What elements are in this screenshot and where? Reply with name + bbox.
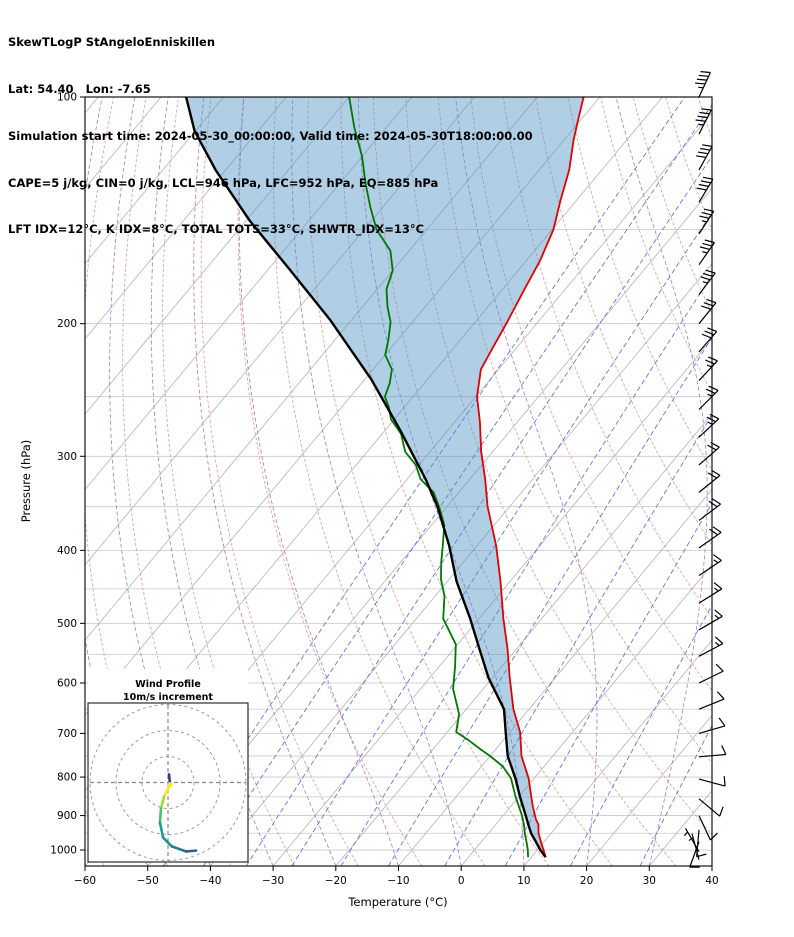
y-tick-label: 500 (57, 618, 77, 630)
y-tick-label: 600 (57, 677, 77, 689)
x-tick-label: −50 (137, 875, 159, 887)
x-axis-label: Temperature (°C) (347, 895, 447, 909)
chart-header: SkewTLogP StAngeloEnniskillen Lat: 54.40… (8, 4, 533, 269)
y-tick-label: 800 (57, 772, 77, 784)
hodograph-ring (89, 704, 247, 861)
hodograph-trace-segment (158, 821, 165, 839)
hodograph-ring (141, 756, 195, 809)
x-tick-label: −20 (325, 875, 347, 887)
y-tick-label: 200 (57, 318, 77, 330)
dewpoint-curve (348, 97, 529, 858)
mixing-ratio-lines (163, 97, 712, 866)
x-tick-label: 30 (643, 875, 656, 887)
hodograph-trace-segment (184, 849, 198, 853)
latlon-line: Lat: 54.40 Lon: -7.65 (8, 81, 151, 96)
sim-time-line: Simulation start time: 2024-05-30_00:00:… (8, 128, 533, 143)
y-tick-label: 100 (57, 92, 77, 104)
wind-barbs (683, 71, 727, 868)
y-tick-label: 900 (57, 810, 77, 822)
y-tick-label: 1000 (50, 845, 77, 857)
hodograph-inset: Wind Profile 10m/s increment (87, 669, 249, 863)
x-tick-label: −30 (262, 875, 284, 887)
temperature-curve (476, 97, 585, 858)
indices-line-1: CAPE=5 j/kg, CIN=0 j/kg, LCL=946 hPa, LF… (8, 175, 439, 190)
negative-area-shading (186, 97, 584, 858)
x-tick-label: −40 (199, 875, 221, 887)
hodograph-trace-segment (159, 795, 166, 810)
hodograph-trace-segment (170, 845, 188, 853)
hodograph-start-dot (167, 782, 173, 787)
y-tick-label: 700 (57, 728, 77, 740)
hodograph-title: Wind Profile (135, 679, 201, 690)
parcel-curve (184, 97, 547, 858)
y-tick-label: 300 (57, 451, 77, 463)
x-tick-label: 40 (705, 875, 718, 887)
x-tick-label: −10 (387, 875, 409, 887)
y-tick-label: 400 (57, 545, 77, 557)
hodograph-ring (115, 730, 221, 835)
x-tick-label: −60 (74, 875, 96, 887)
x-tick-label: 0 (458, 875, 465, 887)
indices-line-2: LFT IDX=12°C, K IDX=8°C, TOTAL TOTS=33°C… (8, 222, 425, 237)
hodograph-trace-segment (161, 836, 174, 848)
chart-title: SkewTLogP StAngeloEnniskillen (8, 35, 215, 50)
x-tick-label: 10 (517, 875, 530, 887)
hodograph-subtitle: 10m/s increment (123, 692, 213, 703)
y-axis-label: Pressure (hPa) (19, 440, 33, 523)
x-tick-label: 20 (580, 875, 593, 887)
hodograph-trace-segment (158, 807, 163, 824)
